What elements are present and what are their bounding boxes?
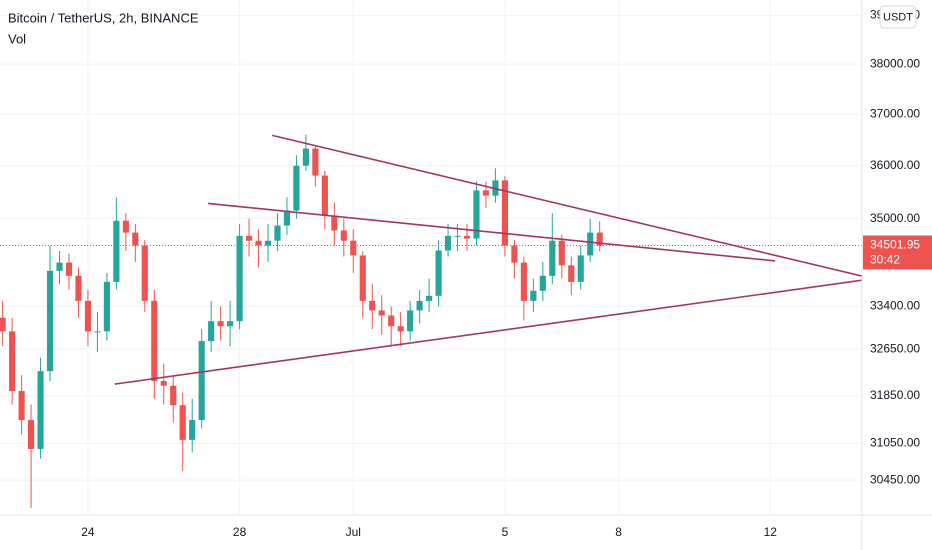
candle-body: [75, 275, 82, 301]
candle-body: [331, 215, 338, 231]
candle-body: [151, 300, 158, 382]
candle-body: [416, 300, 423, 311]
candle-body: [539, 275, 546, 291]
last-price-label: 34501.95: [870, 238, 920, 252]
trend-line: [114, 279, 862, 385]
candle-body: [596, 232, 603, 246]
candle-body: [103, 281, 110, 332]
candle-body: [132, 232, 139, 246]
candle-body: [122, 220, 129, 233]
x-tick-label: Jul: [346, 525, 361, 539]
candle-body: [444, 235, 452, 251]
candle-body: [84, 300, 92, 332]
candle-body: [9, 331, 16, 392]
axes: 39000.0038000.0037000.0036000.0035000.00…: [81, 8, 932, 539]
x-tick-label: 8: [615, 525, 622, 539]
candle-body: [293, 165, 300, 211]
candle-body: [141, 245, 148, 301]
x-tick-label: 12: [764, 525, 778, 539]
y-tick-label: 38000.00: [870, 56, 920, 70]
candle-body: [18, 391, 25, 421]
candle-body: [245, 235, 253, 241]
candle-body: [473, 190, 480, 239]
candle-body: [302, 148, 309, 166]
candle-body: [369, 300, 376, 311]
candle-body: [65, 262, 73, 276]
y-tick-label: 31050.00: [870, 436, 920, 450]
candle-body: [520, 262, 527, 301]
y-tick-label: 36000.00: [870, 158, 920, 172]
grid: [0, 0, 862, 515]
candle-body: [264, 240, 272, 246]
candle-body: [340, 230, 347, 241]
candle-body: [463, 235, 471, 239]
candle-body: [28, 420, 35, 449]
candle-body: [577, 255, 584, 282]
last-price-badge: [863, 235, 932, 270]
candle-body: [0, 317, 6, 332]
candle-body: [170, 385, 177, 406]
x-tick-label: 28: [233, 525, 247, 539]
candle-body: [283, 210, 291, 226]
candle-body: [56, 262, 63, 271]
candle-body: [189, 420, 196, 440]
candle-body: [454, 235, 461, 237]
y-tick-label: 33400.00: [870, 299, 920, 313]
candle-body: [46, 270, 54, 372]
countdown-label: 30:42: [870, 253, 900, 267]
candle-body: [94, 331, 101, 333]
x-tick-label: 24: [81, 525, 95, 539]
volume-label: Vol: [8, 31, 26, 46]
candle-body: [179, 405, 186, 440]
trend-line: [208, 202, 776, 262]
candle-body: [274, 225, 281, 241]
candle-body: [558, 240, 565, 266]
candle-body: [587, 232, 594, 256]
candle-body: [378, 310, 385, 316]
candle-body: [208, 321, 215, 342]
currency-badge[interactable]: [879, 5, 917, 29]
candle-body: [321, 175, 328, 216]
candle-body: [160, 381, 167, 386]
candle-body: [435, 250, 442, 296]
candle-body: [359, 255, 366, 301]
candle-body: [350, 240, 357, 256]
x-tick-label: 5: [502, 525, 509, 539]
y-tick-label: 37000.00: [870, 106, 920, 120]
y-tick-label: 35000.00: [870, 211, 920, 225]
candle-body: [549, 240, 556, 276]
candle-body: [227, 321, 234, 327]
candle-body: [217, 321, 224, 327]
y-tick-label: 30450.00: [870, 472, 920, 486]
y-tick-label: 31850.00: [870, 388, 920, 402]
candle-body: [37, 371, 44, 449]
trend-line: [271, 134, 862, 277]
plot: [0, 134, 862, 509]
candle-body: [388, 315, 395, 327]
y-tick-label: 32650.00: [870, 341, 920, 355]
candle-body: [113, 220, 120, 282]
candle-body: [255, 240, 262, 246]
candle-body: [530, 290, 537, 301]
candle-body: [198, 341, 205, 421]
candle-body: [397, 326, 404, 332]
candle-body: [511, 245, 518, 263]
candle-body: [312, 148, 319, 176]
candle-body: [501, 180, 508, 246]
candle-body: [568, 265, 575, 282]
candle-body: [426, 295, 433, 301]
currency-label: USDT: [883, 11, 913, 23]
candle-body: [407, 310, 414, 332]
candle-body: [236, 235, 243, 322]
candle-body: [482, 190, 490, 196]
chart-title: Bitcoin / TetherUS, 2h, BINANCE: [8, 10, 199, 25]
